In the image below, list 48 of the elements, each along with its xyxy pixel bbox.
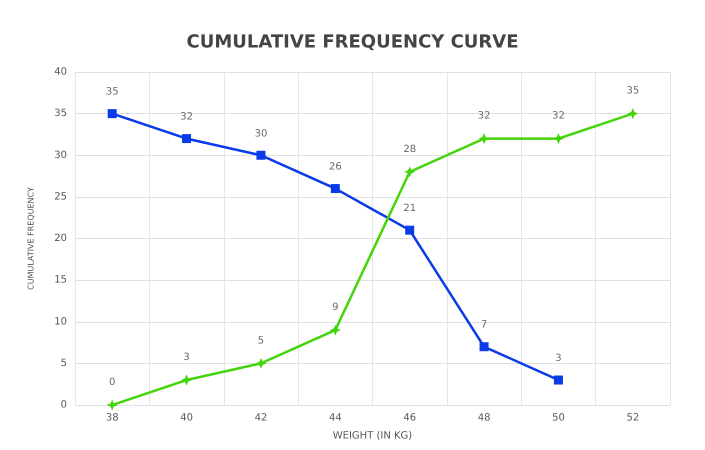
x-tick-label: 42 xyxy=(254,412,268,424)
y-tick-label: 0 xyxy=(60,400,67,410)
data-label: 35 xyxy=(106,86,119,98)
x-tick-label: 52 xyxy=(626,412,640,424)
x-tick-label: 44 xyxy=(328,412,342,424)
y-tick-label: 35 xyxy=(54,108,67,120)
point xyxy=(182,134,192,144)
point xyxy=(554,376,563,385)
y-tick-label: 10 xyxy=(54,316,67,328)
x-tick-label: 50 xyxy=(552,412,565,424)
point xyxy=(330,184,340,194)
point xyxy=(256,150,266,160)
y-tick-label: 40 xyxy=(54,66,67,78)
y-tick-label: 20 xyxy=(54,233,67,244)
data-label: 5 xyxy=(258,335,264,346)
data-label: 32 xyxy=(180,112,193,123)
y-axis-title: CUMULATIVE FREQUENCY xyxy=(26,187,36,290)
data-label: 3 xyxy=(555,353,562,364)
chart-title: CUMULATIVE FREQUENCY CURVE xyxy=(186,32,518,52)
point xyxy=(106,400,118,410)
data-label: 21 xyxy=(403,203,416,214)
point xyxy=(330,324,341,336)
data-label: 32 xyxy=(552,110,565,122)
y-tick-label: 30 xyxy=(54,150,67,161)
x-axis-title: WEIGHT (IN KG) xyxy=(332,430,412,442)
x-tick-label: 48 xyxy=(478,412,490,424)
data-label: 0 xyxy=(109,377,116,388)
point xyxy=(405,226,414,235)
point xyxy=(108,109,117,118)
point xyxy=(255,358,266,369)
point xyxy=(404,166,416,178)
x-tick-label: 38 xyxy=(106,412,119,424)
data-label: 3 xyxy=(183,352,190,364)
data-label: 30 xyxy=(254,128,268,140)
data-label: 32 xyxy=(478,110,490,122)
y-tick-label: 5 xyxy=(60,358,67,369)
y-tick-label: 25 xyxy=(54,191,67,202)
point xyxy=(181,374,192,386)
data-label: 28 xyxy=(403,144,416,155)
point xyxy=(627,108,638,120)
data-label: 9 xyxy=(332,302,338,314)
point xyxy=(480,342,489,352)
data-label: 35 xyxy=(626,86,640,97)
y-tick-label: 15 xyxy=(54,274,67,286)
data-label: 26 xyxy=(328,162,342,173)
x-tick-label: 46 xyxy=(403,412,416,424)
x-tick-label: 40 xyxy=(180,412,193,424)
data-label: 7 xyxy=(480,320,488,331)
